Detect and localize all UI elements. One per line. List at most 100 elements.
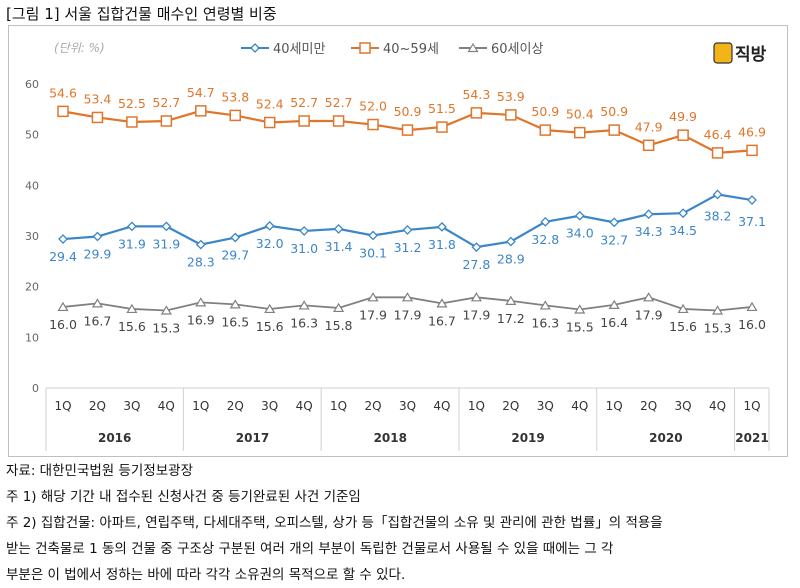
data-point [160, 305, 172, 315]
data-label: 52.7 [325, 95, 353, 110]
data-point [437, 221, 447, 232]
data-label: 17.2 [497, 311, 525, 326]
x-tick-label: 4Q [709, 399, 726, 413]
x-tick-label: 1Q [192, 399, 209, 413]
data-point [712, 189, 723, 200]
note-2-line-1: 주 2) 집합건물: 아파트, 연립주택, 다세대주택, 오피스텔, 상가 등「… [6, 515, 663, 531]
source-note: 자료: 대한민국법원 등기정보광장 [6, 463, 194, 479]
data-point [230, 232, 241, 243]
chart-frame: (단위: %) 0 10 20 30 40 50 60 40세미만 40~59세 60세이상 직방 1Q… [8, 25, 788, 457]
data-label: 17.9 [394, 307, 422, 322]
data-point [91, 298, 104, 308]
x-tick-label: 1Q [330, 399, 347, 413]
data-point [436, 121, 448, 133]
data-point [367, 118, 379, 131]
data-point [264, 303, 276, 314]
legend-label: 40~59세 [383, 42, 439, 57]
data-label: 32.7 [600, 232, 628, 247]
zigbang-logo-icon [713, 42, 733, 64]
data-label: 16.5 [221, 314, 249, 329]
x-tick-label: 3Q [123, 399, 140, 413]
legend-label: 40세미만 [273, 42, 325, 57]
data-label: 49.9 [669, 109, 697, 124]
data-label: 15.8 [325, 318, 353, 333]
year-label: 2017 [236, 431, 269, 445]
data-point [436, 298, 448, 308]
data-point [677, 303, 689, 314]
data-label: 15.6 [669, 319, 697, 334]
data-label: 16.7 [84, 313, 112, 328]
data-point [677, 129, 689, 141]
data-point [608, 299, 620, 310]
legend-marker [250, 43, 260, 53]
data-point [642, 139, 655, 152]
data-point [126, 303, 138, 314]
data-label: 52.4 [256, 97, 284, 112]
year-label: 2019 [511, 431, 544, 445]
data-point [367, 292, 379, 302]
data-label: 29.9 [84, 247, 112, 262]
data-point [505, 295, 517, 305]
data-label: 16.3 [531, 315, 559, 330]
x-tick-label: 3Q [537, 399, 554, 413]
x-tick-label: 2Q [227, 399, 244, 413]
data-label: 53.4 [84, 91, 112, 106]
x-tick-label: 2Q [640, 399, 657, 413]
data-point [57, 301, 69, 312]
data-label: 32.8 [531, 232, 559, 247]
data-point [505, 236, 516, 247]
data-point [126, 221, 137, 232]
data-point [264, 220, 275, 231]
data-point [574, 210, 585, 221]
data-label: 15.3 [152, 320, 180, 335]
year-label: 2020 [649, 431, 682, 445]
data-point [332, 115, 345, 127]
year-label: 2018 [374, 431, 407, 445]
data-point [401, 124, 414, 136]
x-tick-label: 3Q [399, 399, 416, 413]
data-label: 31.9 [152, 236, 180, 251]
data-label: 47.9 [635, 119, 663, 134]
data-point [746, 144, 758, 157]
data-point [91, 111, 104, 124]
y-tick-label: 40 [25, 179, 39, 192]
data-label: 31.4 [325, 239, 353, 254]
x-tick-label: 2Q [89, 399, 106, 413]
figure-title: [그림 1] 서울 집합건물 매수인 연령별 비중 [6, 5, 277, 23]
data-label: 16.4 [600, 315, 628, 330]
data-label: 31.0 [290, 241, 318, 256]
note-1: 주 1) 해당 기간 내 접수된 신청사건 중 등기완료된 사건 기준임 [6, 489, 361, 505]
note-2-line-3: 부분은 이 법에서 정하는 바에 따라 각각 소유권의 목적으로 할 수 있다. [6, 567, 406, 583]
data-label: 54.7 [187, 85, 215, 100]
data-point [58, 234, 68, 244]
x-tick-label: 4Q [571, 399, 588, 413]
legend-marker [359, 42, 371, 54]
data-point [298, 300, 310, 310]
data-point [160, 115, 173, 127]
y-tick-label: 30 [25, 230, 39, 243]
line-chart: (단위: %) 0 10 20 30 40 50 60 40세미만 40~59세 60세이상 직방 1Q… [25, 41, 770, 451]
data-point [539, 300, 551, 310]
data-label: 54.6 [49, 85, 77, 100]
data-label: 29.4 [49, 249, 77, 264]
data-label: 31.2 [394, 240, 422, 255]
notes: 자료: 대한민국법원 등기정보광장 주 1) 해당 기간 내 접수된 신청사건 … [6, 458, 663, 588]
legend-label: 60세이상 [491, 42, 543, 57]
data-label: 51.5 [428, 101, 456, 116]
x-tick-label: 3Q [675, 399, 692, 413]
data-label: 15.5 [566, 319, 594, 334]
x-tick-label: 4Q [433, 399, 450, 413]
data-point [505, 109, 517, 121]
data-label: 52.5 [118, 96, 146, 111]
x-tick-label: 1Q [468, 399, 485, 413]
data-point [195, 239, 206, 250]
data-point [229, 299, 241, 309]
data-label: 34.3 [635, 224, 663, 239]
x-tick-label: 2Q [502, 399, 519, 413]
data-point [746, 301, 758, 312]
data-point [333, 223, 344, 234]
data-point [643, 209, 654, 220]
data-point [299, 226, 310, 236]
data-label: 50.9 [531, 104, 559, 119]
data-point [711, 147, 724, 159]
